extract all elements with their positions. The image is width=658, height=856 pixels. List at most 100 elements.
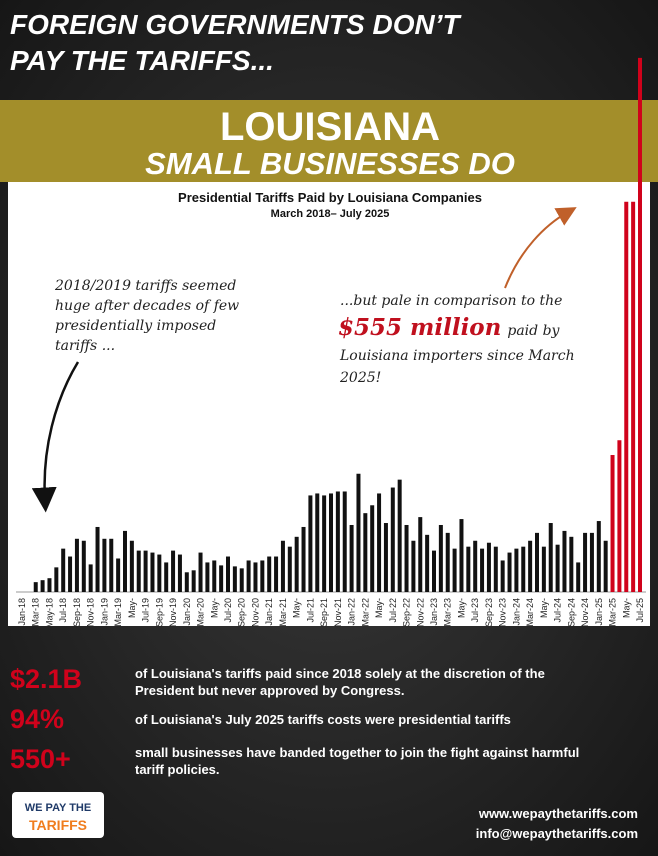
- stat-value: 550+: [10, 744, 71, 774]
- x-tick-label: May-: [456, 598, 466, 618]
- bar: [397, 479, 402, 592]
- arrow: [504, 207, 577, 289]
- bar: [239, 568, 244, 592]
- arrow: [31, 361, 80, 513]
- stat-value: $2.1B: [10, 664, 82, 694]
- x-tick-label: Jul-25: [635, 598, 645, 623]
- bar: [342, 491, 347, 592]
- bar: [123, 530, 127, 592]
- chart-title: Presidential Tariffs Paid by Louisiana C…: [178, 190, 482, 205]
- bar: [555, 544, 560, 592]
- x-tick-label: Sep-23: [484, 598, 494, 627]
- x-tick-label: May-: [127, 598, 137, 618]
- annotation: 2025!: [339, 370, 381, 386]
- bar: [191, 570, 196, 592]
- bar: [322, 495, 327, 592]
- bar: [116, 558, 121, 592]
- bar: [274, 556, 279, 592]
- bar: [280, 540, 285, 592]
- x-tick-label: May-: [539, 598, 549, 618]
- bar: [459, 519, 464, 592]
- logo-text: TARIFFS: [29, 817, 87, 833]
- bar: [349, 524, 354, 592]
- banner: [0, 100, 658, 182]
- x-tick-label: Sep-24: [566, 598, 576, 627]
- annotation-highlight: $555 million: [338, 314, 501, 341]
- x-tick-label: Nov-21: [333, 598, 343, 627]
- x-tick-label: Nov-19: [168, 598, 178, 627]
- annotation: tariffs ...: [55, 338, 115, 354]
- bar: [88, 564, 93, 592]
- logo-text: WE PAY THE: [25, 802, 91, 814]
- header-line: PAY THE TARIFFS...: [10, 45, 274, 76]
- website: www.wepaythetariffs.com: [478, 806, 638, 821]
- bar: [157, 554, 162, 592]
- bar: [260, 560, 265, 592]
- x-tick-label: Nov-22: [415, 598, 425, 627]
- x-tick-label: Jul-24: [553, 598, 563, 623]
- bar: [287, 546, 292, 592]
- email: info@wepaythetariffs.com: [476, 826, 638, 841]
- x-tick-label: Sep-21: [319, 598, 329, 627]
- x-tick-label: Nov-20: [250, 598, 260, 627]
- header-line: FOREIGN GOVERNMENTS DON’T: [10, 9, 462, 40]
- x-tick-label: Sep-18: [72, 598, 82, 627]
- bar: [74, 538, 79, 592]
- x-tick-label: Jul-23: [470, 598, 480, 623]
- banner-title: LOUISIANA: [220, 105, 440, 149]
- bar: [356, 473, 361, 592]
- x-tick-label: Jan-22: [347, 598, 357, 626]
- x-tick-label: May-: [292, 598, 302, 618]
- x-tick-label: May-: [374, 598, 384, 618]
- bar: [425, 534, 430, 592]
- bar: [40, 580, 45, 592]
- bar: [308, 495, 313, 592]
- bar: [329, 493, 333, 592]
- bar: [383, 523, 388, 592]
- stat-text: small businesses have banded together to…: [135, 745, 579, 760]
- x-tick-label: Jul-18: [58, 598, 68, 623]
- x-tick-label: Mar-22: [360, 598, 370, 627]
- bar: [301, 526, 306, 592]
- bar: [171, 550, 176, 592]
- x-tick-label: May-: [621, 598, 631, 618]
- bar: [219, 565, 224, 592]
- x-tick-label: Mar-23: [443, 598, 453, 627]
- stat-text: President but never approved by Congress…: [135, 683, 404, 698]
- bar: [81, 540, 86, 592]
- bar: [226, 556, 230, 592]
- bar: [466, 546, 471, 592]
- bar: [569, 536, 574, 592]
- bar: [363, 513, 368, 592]
- bar: [150, 552, 155, 592]
- x-tick-label: Mar-18: [31, 598, 41, 627]
- bar: [294, 536, 299, 592]
- bar: [562, 530, 567, 592]
- annotation: Louisiana importers since March: [339, 348, 575, 364]
- bar: [535, 532, 539, 592]
- bar: [68, 556, 73, 592]
- bar: [335, 491, 340, 592]
- bar: [177, 554, 182, 592]
- x-tick-label: Sep-22: [402, 598, 412, 627]
- bar: [631, 201, 636, 592]
- x-tick-label: Nov-23: [498, 598, 508, 627]
- bar: [452, 548, 457, 592]
- bar: [109, 538, 114, 592]
- bar: [432, 550, 436, 592]
- x-tick-label: Mar-25: [608, 598, 618, 627]
- x-tick-label: Jan-25: [594, 598, 604, 626]
- bar: [212, 560, 217, 592]
- x-tick-label: Jan-19: [99, 598, 109, 626]
- bar: [47, 578, 52, 592]
- x-tick-label: Jul-19: [141, 598, 151, 623]
- stat-text: tariff policies.: [135, 762, 220, 777]
- bar: [638, 57, 642, 592]
- bar: [624, 201, 629, 592]
- bar: [438, 524, 443, 592]
- annotation: ...but pale in comparison to the: [340, 293, 562, 309]
- stat-text: of Louisiana's July 2025 tariffs costs w…: [135, 712, 511, 727]
- x-tick-label: Sep-20: [237, 598, 247, 627]
- bar: [548, 523, 553, 592]
